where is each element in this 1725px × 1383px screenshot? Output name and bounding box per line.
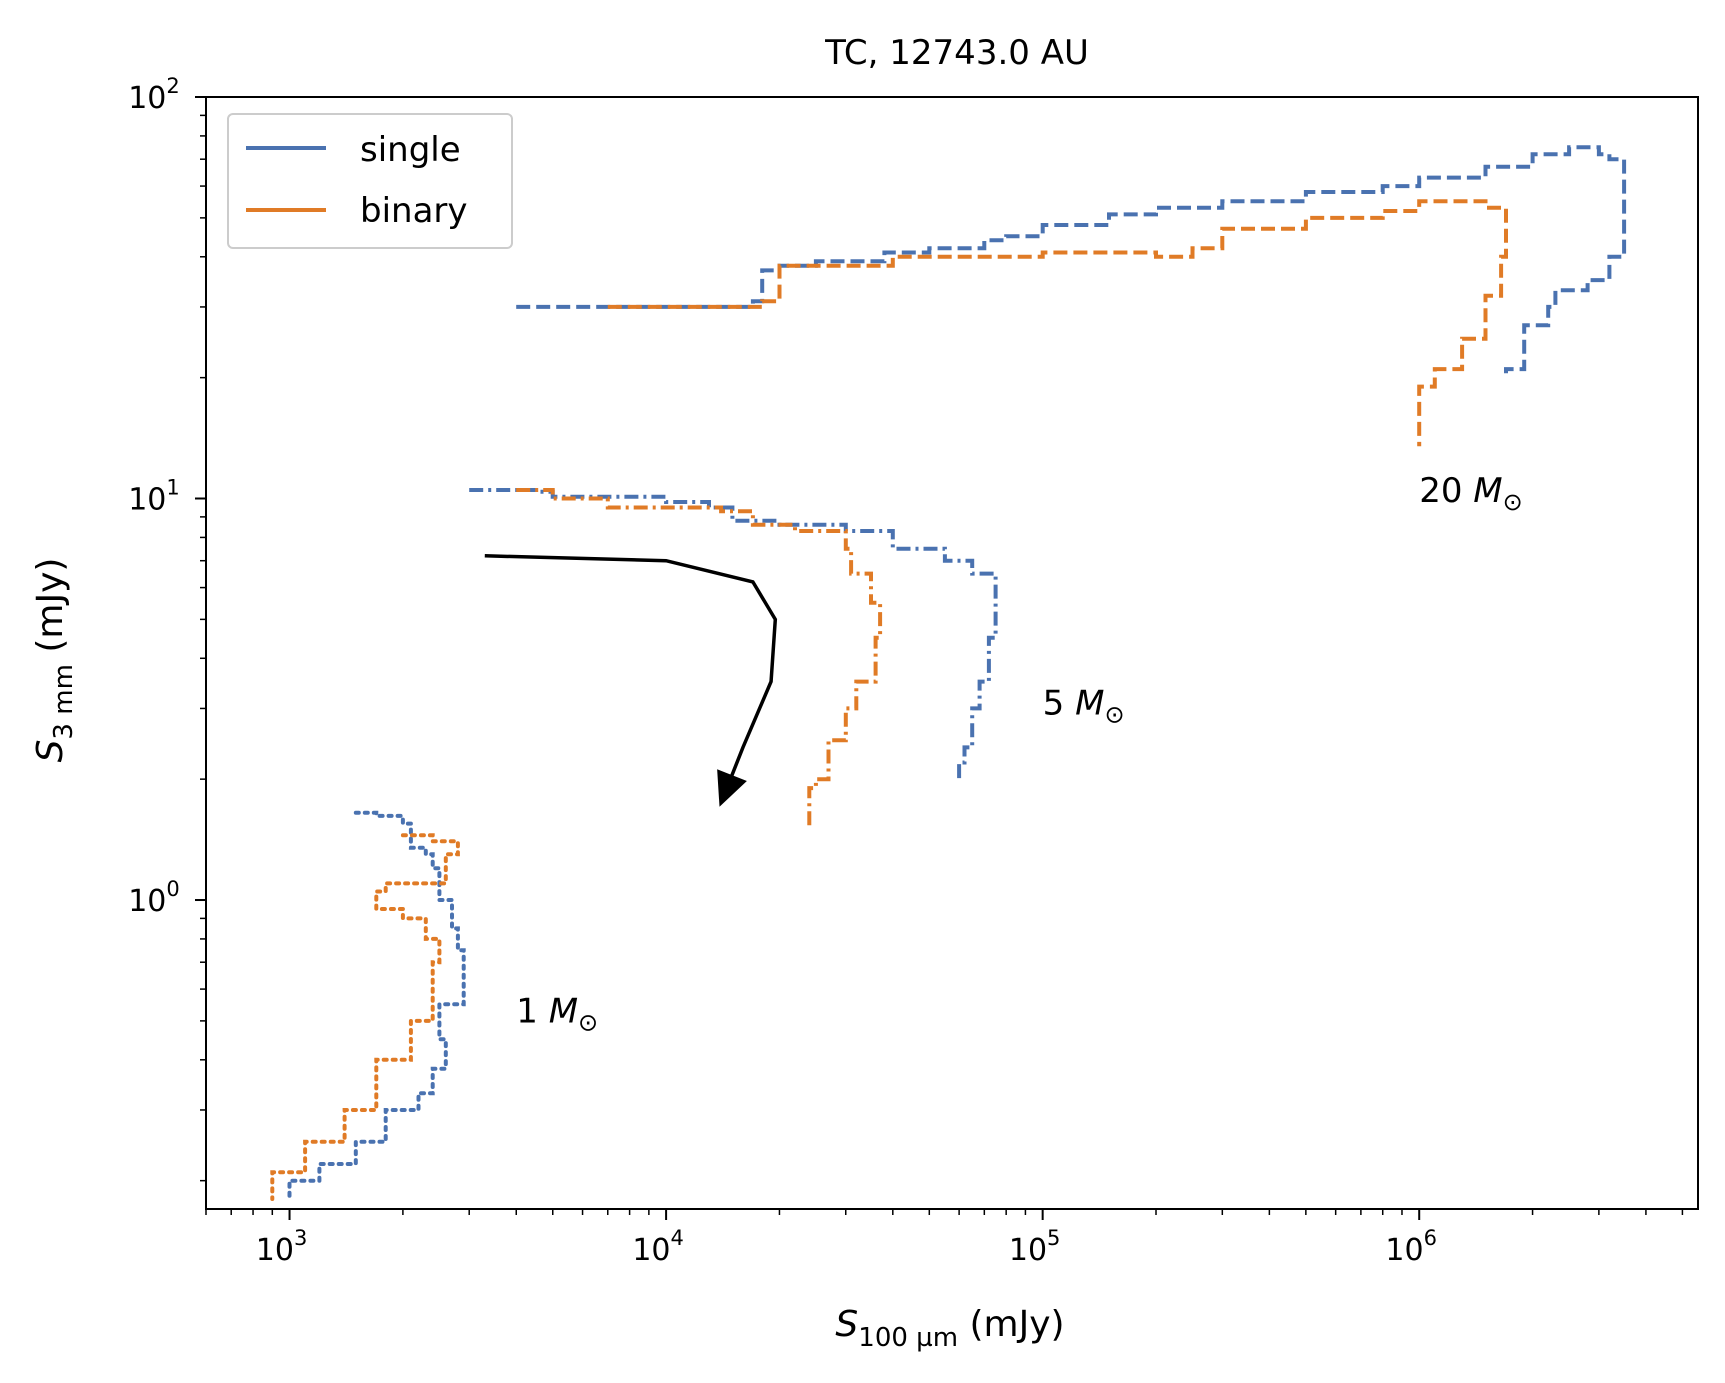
mass-label-sun-symbol: ⊙ — [1104, 701, 1124, 729]
mass-label-value: 20 — [1419, 471, 1473, 511]
series-line-single-1M-msun — [287, 810, 466, 1201]
chart-title: TC, 12743.0 AU — [824, 33, 1089, 73]
legend-label-binary: binary — [360, 191, 468, 231]
y-tick-label: 100 — [128, 877, 180, 919]
series-line-single-20M-msun — [516, 145, 1627, 374]
mass-label-value: 1 — [516, 992, 548, 1032]
annotation-layer: 20 M⊙5 M⊙1 M⊙ — [484, 471, 1523, 1037]
x-axis-label-base: S — [835, 1304, 858, 1345]
x-tick-exp: 5 — [1047, 1226, 1060, 1250]
y-tick-base: 10 — [128, 81, 166, 116]
series-line-binary-20M-msun — [607, 199, 1508, 447]
mass-label-symbol: M — [1473, 471, 1502, 511]
y-axis-label: S3 mm (mJy) — [30, 558, 79, 763]
x-axis-label: S100 µm (mJy) — [835, 1304, 1064, 1353]
x-tick-base: 10 — [1009, 1233, 1047, 1268]
legend: single binary — [227, 113, 513, 249]
mass-label-sun-symbol: ⊙ — [578, 1009, 598, 1037]
x-tick-base: 10 — [632, 1233, 670, 1268]
x-tick-label: 103 — [256, 1226, 308, 1268]
y-tick-exp: 0 — [166, 877, 179, 901]
series-line-binary-5M-msun — [516, 488, 883, 830]
legend-label-single: single — [360, 130, 461, 170]
y-tick-base: 10 — [128, 483, 166, 518]
mass-label-20-msun: 20 M⊙ — [1419, 471, 1523, 516]
x-axis-label-unit: (mJy) — [958, 1304, 1065, 1345]
x-tick-base: 10 — [256, 1233, 294, 1268]
y-axis-label-unit: (mJy) — [30, 558, 71, 665]
x-tick-base: 10 — [1385, 1233, 1423, 1268]
y-tick-label: 101 — [128, 476, 180, 518]
x-tick-exp: 4 — [671, 1226, 684, 1250]
y-axis-label-sub: 3 mm — [49, 664, 79, 739]
y-tick-label: 102 — [128, 74, 180, 116]
x-axis-label-sub: 100 µm — [858, 1323, 958, 1353]
y-tick-base: 10 — [128, 884, 166, 919]
evolution-arrow-head — [717, 769, 747, 807]
mass-label-sun-symbol: ⊙ — [1503, 488, 1523, 516]
y-tick-exp: 2 — [166, 74, 179, 98]
mass-label-symbol: M — [1075, 684, 1104, 724]
x-tick-exp: 6 — [1424, 1226, 1437, 1250]
series-line-binary-1M-msun — [270, 833, 460, 1201]
series-layer — [270, 145, 1627, 1201]
y-tick-exp: 1 — [166, 476, 179, 500]
plot-area — [206, 97, 1698, 1209]
plot-background — [206, 97, 1698, 1209]
mass-label-value: 5 — [1043, 684, 1075, 724]
x-tick-label: 105 — [1009, 1226, 1061, 1268]
series-line-single-5M-msun — [469, 488, 998, 780]
x-tick-exp: 3 — [294, 1226, 307, 1250]
mass-label-1-msun: 1 M⊙ — [516, 992, 598, 1037]
evolution-arrow-shaft — [484, 554, 778, 789]
mass-label-5-msun: 5 M⊙ — [1043, 684, 1125, 729]
x-tick-label: 106 — [1385, 1226, 1437, 1268]
y-axis-label-base: S — [30, 740, 71, 763]
axes-frame — [205, 96, 1699, 1210]
x-tick-label: 104 — [632, 1226, 684, 1268]
mass-label-symbol: M — [549, 992, 578, 1032]
